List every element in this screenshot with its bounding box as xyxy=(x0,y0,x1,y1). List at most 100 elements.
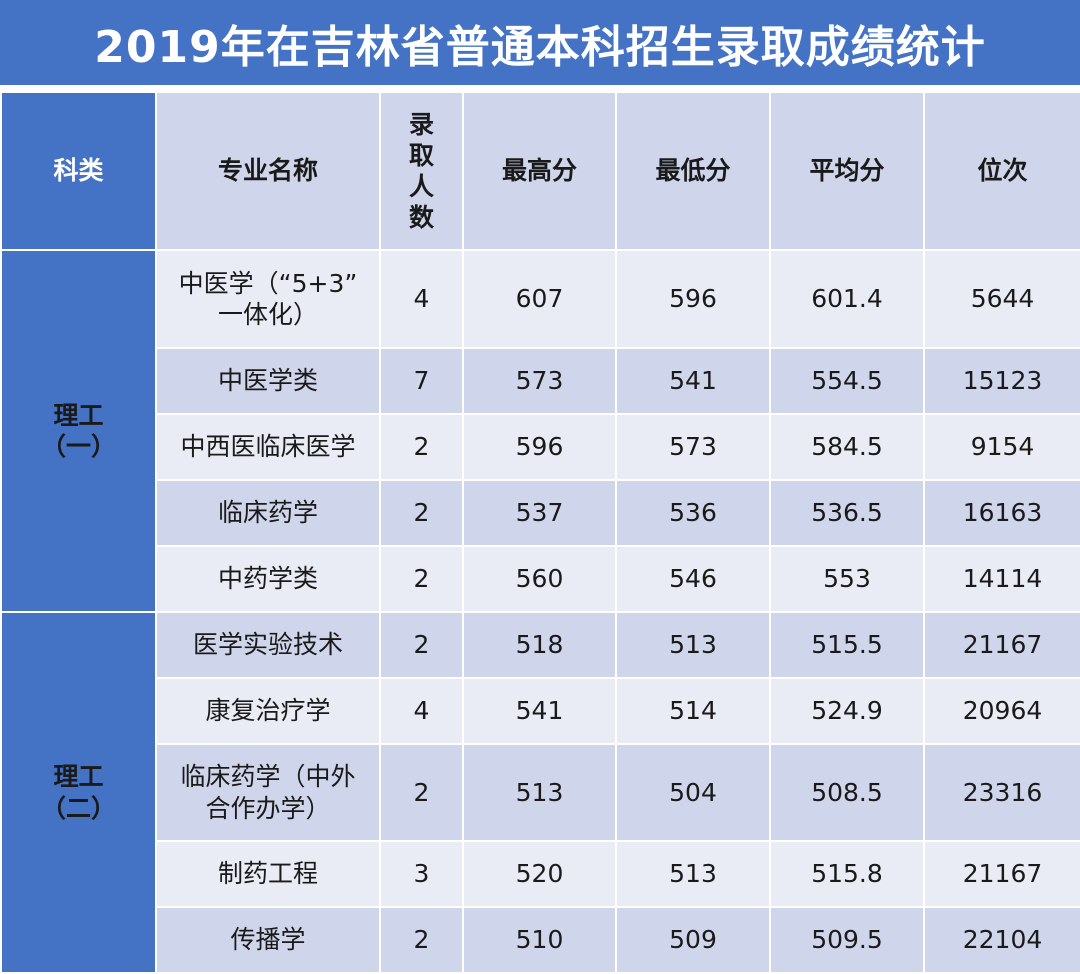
major-name-line: 临床药学 xyxy=(217,498,318,528)
max-score: 573 xyxy=(462,347,617,415)
enrolled-count: 2 xyxy=(379,479,464,547)
header-enrolled-char: 录 xyxy=(408,109,434,139)
table-row: 临床药学 2 537 536 536.5 16163 xyxy=(1,479,1080,547)
min-score: 573 xyxy=(615,413,771,481)
major-name: 临床药学（中外 合作办学） xyxy=(155,743,381,842)
header-enrolled-char: 取 xyxy=(408,140,434,170)
enrolled-count: 4 xyxy=(379,249,464,349)
header-max-score: 最高分 xyxy=(462,91,617,251)
category-cell: 理工 （一） xyxy=(0,249,157,613)
major-name: 中医学（“5+3” 一体化） xyxy=(155,249,381,349)
header-rank: 位次 xyxy=(923,91,1080,251)
max-score: 541 xyxy=(462,677,617,745)
table-row: 中药学类 2 560 546 553 14114 xyxy=(1,545,1080,613)
major-name: 临床药学 xyxy=(155,479,381,547)
avg-score: 508.5 xyxy=(769,743,925,842)
avg-score: 554.5 xyxy=(769,347,925,415)
max-score: 513 xyxy=(462,743,617,842)
table-row: 中西医临床医学 2 596 573 584.5 9154 xyxy=(1,413,1080,481)
major-name-line: 制药工程 xyxy=(217,859,318,889)
avg-score: 515.8 xyxy=(769,840,925,908)
avg-score: 524.9 xyxy=(769,677,925,745)
min-score: 504 xyxy=(615,743,771,842)
page-title: 2019年在吉林省普通本科招生录取成绩统计 xyxy=(0,0,1080,88)
category-label: （二） xyxy=(40,793,116,823)
rank: 14114 xyxy=(923,545,1080,613)
major-name-line: 传播学 xyxy=(230,925,306,955)
header-enrolled-char: 数 xyxy=(408,203,434,233)
rank: 16163 xyxy=(923,479,1080,547)
header-major: 专业名称 xyxy=(155,91,381,251)
min-score: 514 xyxy=(615,677,771,745)
enrolled-count: 2 xyxy=(379,906,464,974)
avg-score: 509.5 xyxy=(769,906,925,974)
enrolled-count: 3 xyxy=(379,840,464,908)
header-enrolled: 录 取 人 数 xyxy=(379,91,464,251)
header-avg-score: 平均分 xyxy=(769,91,925,251)
enrolled-count: 2 xyxy=(379,545,464,613)
max-score: 520 xyxy=(462,840,617,908)
min-score: 596 xyxy=(615,249,771,349)
major-name-line: 临床药学（中外 xyxy=(180,762,356,792)
max-score: 560 xyxy=(462,545,617,613)
max-score: 596 xyxy=(462,413,617,481)
avg-score: 515.5 xyxy=(769,611,925,679)
min-score: 513 xyxy=(615,611,771,679)
major-name: 医学实验技术 xyxy=(155,611,381,679)
table-row: 中医学类 7 573 541 554.5 15123 xyxy=(1,347,1080,415)
major-name: 中西医临床医学 xyxy=(155,413,381,481)
max-score: 607 xyxy=(462,249,617,349)
header-row: 科类 专业名称 录 取 人 数 最高分 最低分 平均分 位次 xyxy=(0,91,1080,251)
enrolled-count: 2 xyxy=(379,743,464,842)
min-score: 536 xyxy=(615,479,771,547)
enrolled-count: 2 xyxy=(379,413,464,481)
min-score: 513 xyxy=(615,840,771,908)
rank: 23316 xyxy=(923,743,1080,842)
enrolled-count: 2 xyxy=(379,611,464,679)
rank: 9154 xyxy=(923,413,1080,481)
major-name-line: 医学实验技术 xyxy=(192,630,343,660)
major-name-line: 康复治疗学 xyxy=(205,696,331,726)
max-score: 518 xyxy=(462,611,617,679)
avg-score: 553 xyxy=(769,545,925,613)
table-row: 理工 （一） 中医学（“5+3” 一体化） 4 607 596 601.4 56… xyxy=(0,249,1080,613)
min-score: 509 xyxy=(615,906,771,974)
major-name: 中医学类 xyxy=(155,347,381,415)
avg-score: 601.4 xyxy=(769,249,925,349)
rank: 22104 xyxy=(923,906,1080,974)
header-min-score: 最低分 xyxy=(615,91,771,251)
category-cell: 理工 （二） xyxy=(0,611,157,974)
avg-score: 536.5 xyxy=(769,479,925,547)
table-row: 康复治疗学 4 541 514 524.9 20964 xyxy=(1,677,1080,745)
major-name-line: 中药学类 xyxy=(217,564,318,594)
major-name-line: 一体化） xyxy=(217,300,318,329)
category-label: （一） xyxy=(40,432,116,461)
enrolled-count: 7 xyxy=(379,347,464,415)
rank: 5644 xyxy=(923,249,1080,349)
major-name-line: 中西医临床医学 xyxy=(180,432,356,462)
rank: 21167 xyxy=(923,611,1080,679)
max-score: 510 xyxy=(462,906,617,974)
enrolled-count: 4 xyxy=(379,677,464,745)
category-label: 理工 xyxy=(53,400,104,430)
min-score: 546 xyxy=(615,545,771,613)
major-name: 制药工程 xyxy=(155,840,381,908)
major-name: 传播学 xyxy=(155,906,381,974)
major-name-line: 合作办学） xyxy=(205,793,331,823)
rank: 21167 xyxy=(923,840,1080,908)
table-row: 理工 （二） 医学实验技术 2 518 513 515.5 21167 xyxy=(0,611,1080,974)
rank: 15123 xyxy=(923,347,1080,415)
table-row: 制药工程 3 520 513 515.8 21167 xyxy=(1,840,1080,908)
major-name: 中药学类 xyxy=(155,545,381,613)
table-row: 临床药学（中外 合作办学） 2 513 504 508.5 23316 xyxy=(1,743,1080,842)
max-score: 537 xyxy=(462,479,617,547)
avg-score: 584.5 xyxy=(769,413,925,481)
header-category: 科类 xyxy=(0,91,157,251)
major-name: 康复治疗学 xyxy=(155,677,381,745)
major-name-line: 中医学（“5+3” xyxy=(178,268,358,298)
table-row: 传播学 2 510 509 509.5 22104 xyxy=(1,906,1080,974)
header-enrolled-char: 人 xyxy=(408,172,434,201)
admission-score-table: 科类 专业名称 录 取 人 数 最高分 最低分 平均分 位次 理工 （一） xyxy=(0,91,1080,974)
category-label: 理工 xyxy=(53,762,104,792)
